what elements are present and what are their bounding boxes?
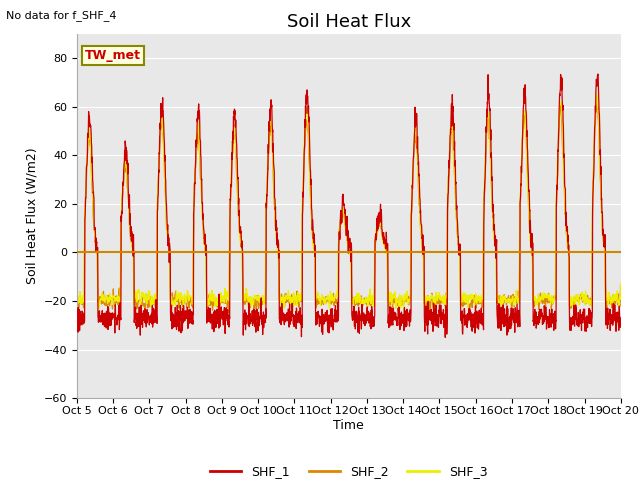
Y-axis label: Soil Heat Flux (W/m2): Soil Heat Flux (W/m2) — [25, 148, 38, 284]
Text: TW_met: TW_met — [85, 49, 141, 62]
Legend: SHF_1, SHF_2, SHF_3: SHF_1, SHF_2, SHF_3 — [205, 460, 492, 480]
Title: Soil Heat Flux: Soil Heat Flux — [287, 12, 411, 31]
Text: No data for f_SHF_4: No data for f_SHF_4 — [6, 10, 117, 21]
X-axis label: Time: Time — [333, 419, 364, 432]
